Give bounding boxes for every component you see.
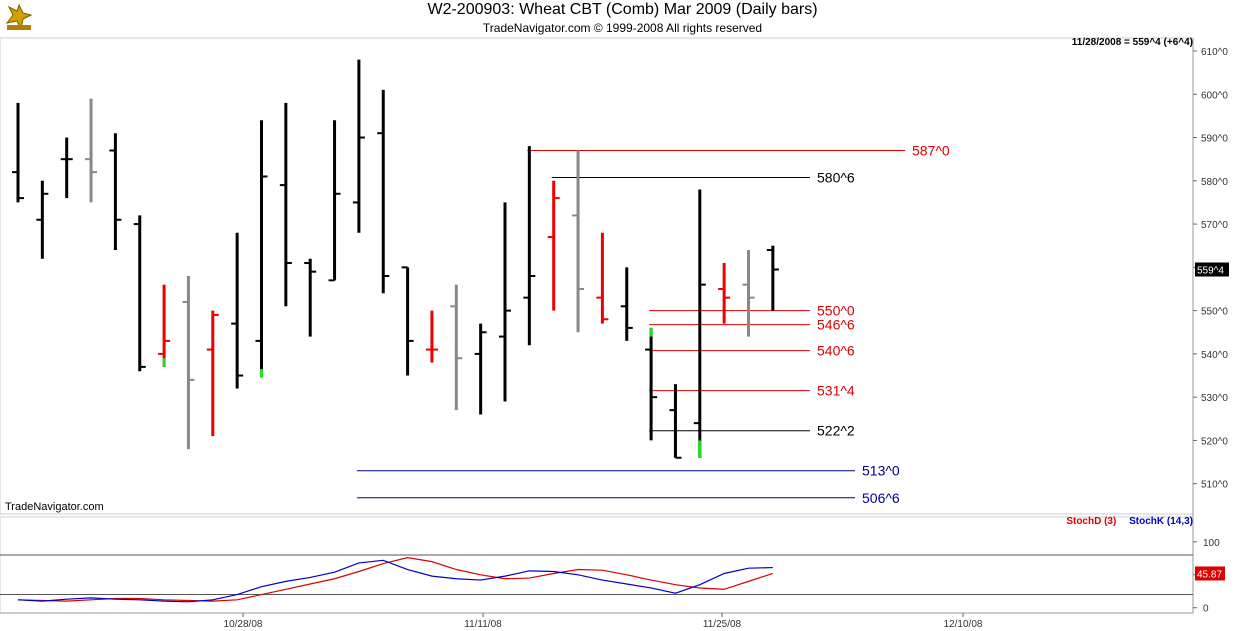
- stoch-line: [17, 559, 773, 603]
- price-tick-label: 530^0: [1201, 393, 1228, 404]
- date-tick-label: 11/11/08: [464, 619, 502, 630]
- price-tick-label: 550^0: [1201, 307, 1228, 318]
- chart-frame: [0, 37, 1194, 614]
- price-tick-label: 520^0: [1201, 436, 1228, 447]
- level-label: 587^0: [912, 143, 950, 159]
- price-tick-label: 610^0: [1201, 47, 1228, 58]
- level-label: 506^6: [862, 490, 900, 506]
- last-price-info: 11/28/2008 = 559^4 (+6^4): [1071, 37, 1193, 48]
- price-tick-label: 590^0: [1201, 134, 1228, 145]
- price-tick-label: 540^0: [1201, 350, 1228, 361]
- stoch-tick-label: 100: [1203, 538, 1220, 549]
- price-tick-label: 570^0: [1201, 220, 1228, 231]
- price-bars: [12, 59, 779, 459]
- level-label: 550^0: [817, 303, 855, 319]
- source-label: TradeNavigator.com: [5, 501, 104, 513]
- price-tick-label: 510^0: [1201, 480, 1228, 491]
- stoch-panel-border: [0, 516, 1194, 614]
- chart-subtitle: TradeNavigator.com © 1999-2008 All right…: [482, 21, 763, 35]
- stoch-d-value-label: 45.87: [1197, 569, 1222, 580]
- price-panel-border: [0, 37, 1194, 515]
- price-axis: 610^0600^0590^0580^0570^0560^0550^0540^0…: [1193, 47, 1229, 491]
- price-tick-label: 580^0: [1201, 177, 1228, 188]
- level-label: 513^0: [862, 463, 900, 479]
- indicator-legend: StochD (3) StochK (14,3): [1066, 516, 1193, 527]
- stochastic-panel: 10050045.87: [0, 538, 1225, 615]
- stoch-k-legend: StochK (14,3): [1129, 516, 1193, 527]
- level-label: 540^6: [817, 343, 855, 359]
- date-tick-label: 11/25/08: [703, 619, 742, 630]
- stoch-d-legend: StochD (3): [1066, 516, 1117, 527]
- last-price-flag: [1195, 262, 1229, 277]
- level-label: 522^2: [817, 423, 855, 439]
- level-label: 546^6: [817, 317, 855, 333]
- stoch-line: [17, 557, 774, 602]
- price-tick-label: 600^0: [1201, 90, 1228, 101]
- level-label: 531^4: [817, 383, 855, 399]
- date-axis: 10/28/08 11/11/08 11/25/08 12/10/08: [224, 613, 983, 630]
- stoch-tick-label: 0: [1203, 604, 1209, 615]
- trade-navigator-logo-icon: [3, 3, 35, 38]
- level-label: 580^6: [817, 170, 855, 186]
- date-tick-label: 12/10/08: [944, 619, 983, 630]
- date-tick-label: 10/28/08: [224, 619, 263, 630]
- last-price-label: 559^4: [1197, 266, 1224, 277]
- chart-title: W2-200903: Wheat CBT (Comb) Mar 2009 (Da…: [427, 1, 818, 18]
- stoch-d-flag: [1195, 566, 1225, 581]
